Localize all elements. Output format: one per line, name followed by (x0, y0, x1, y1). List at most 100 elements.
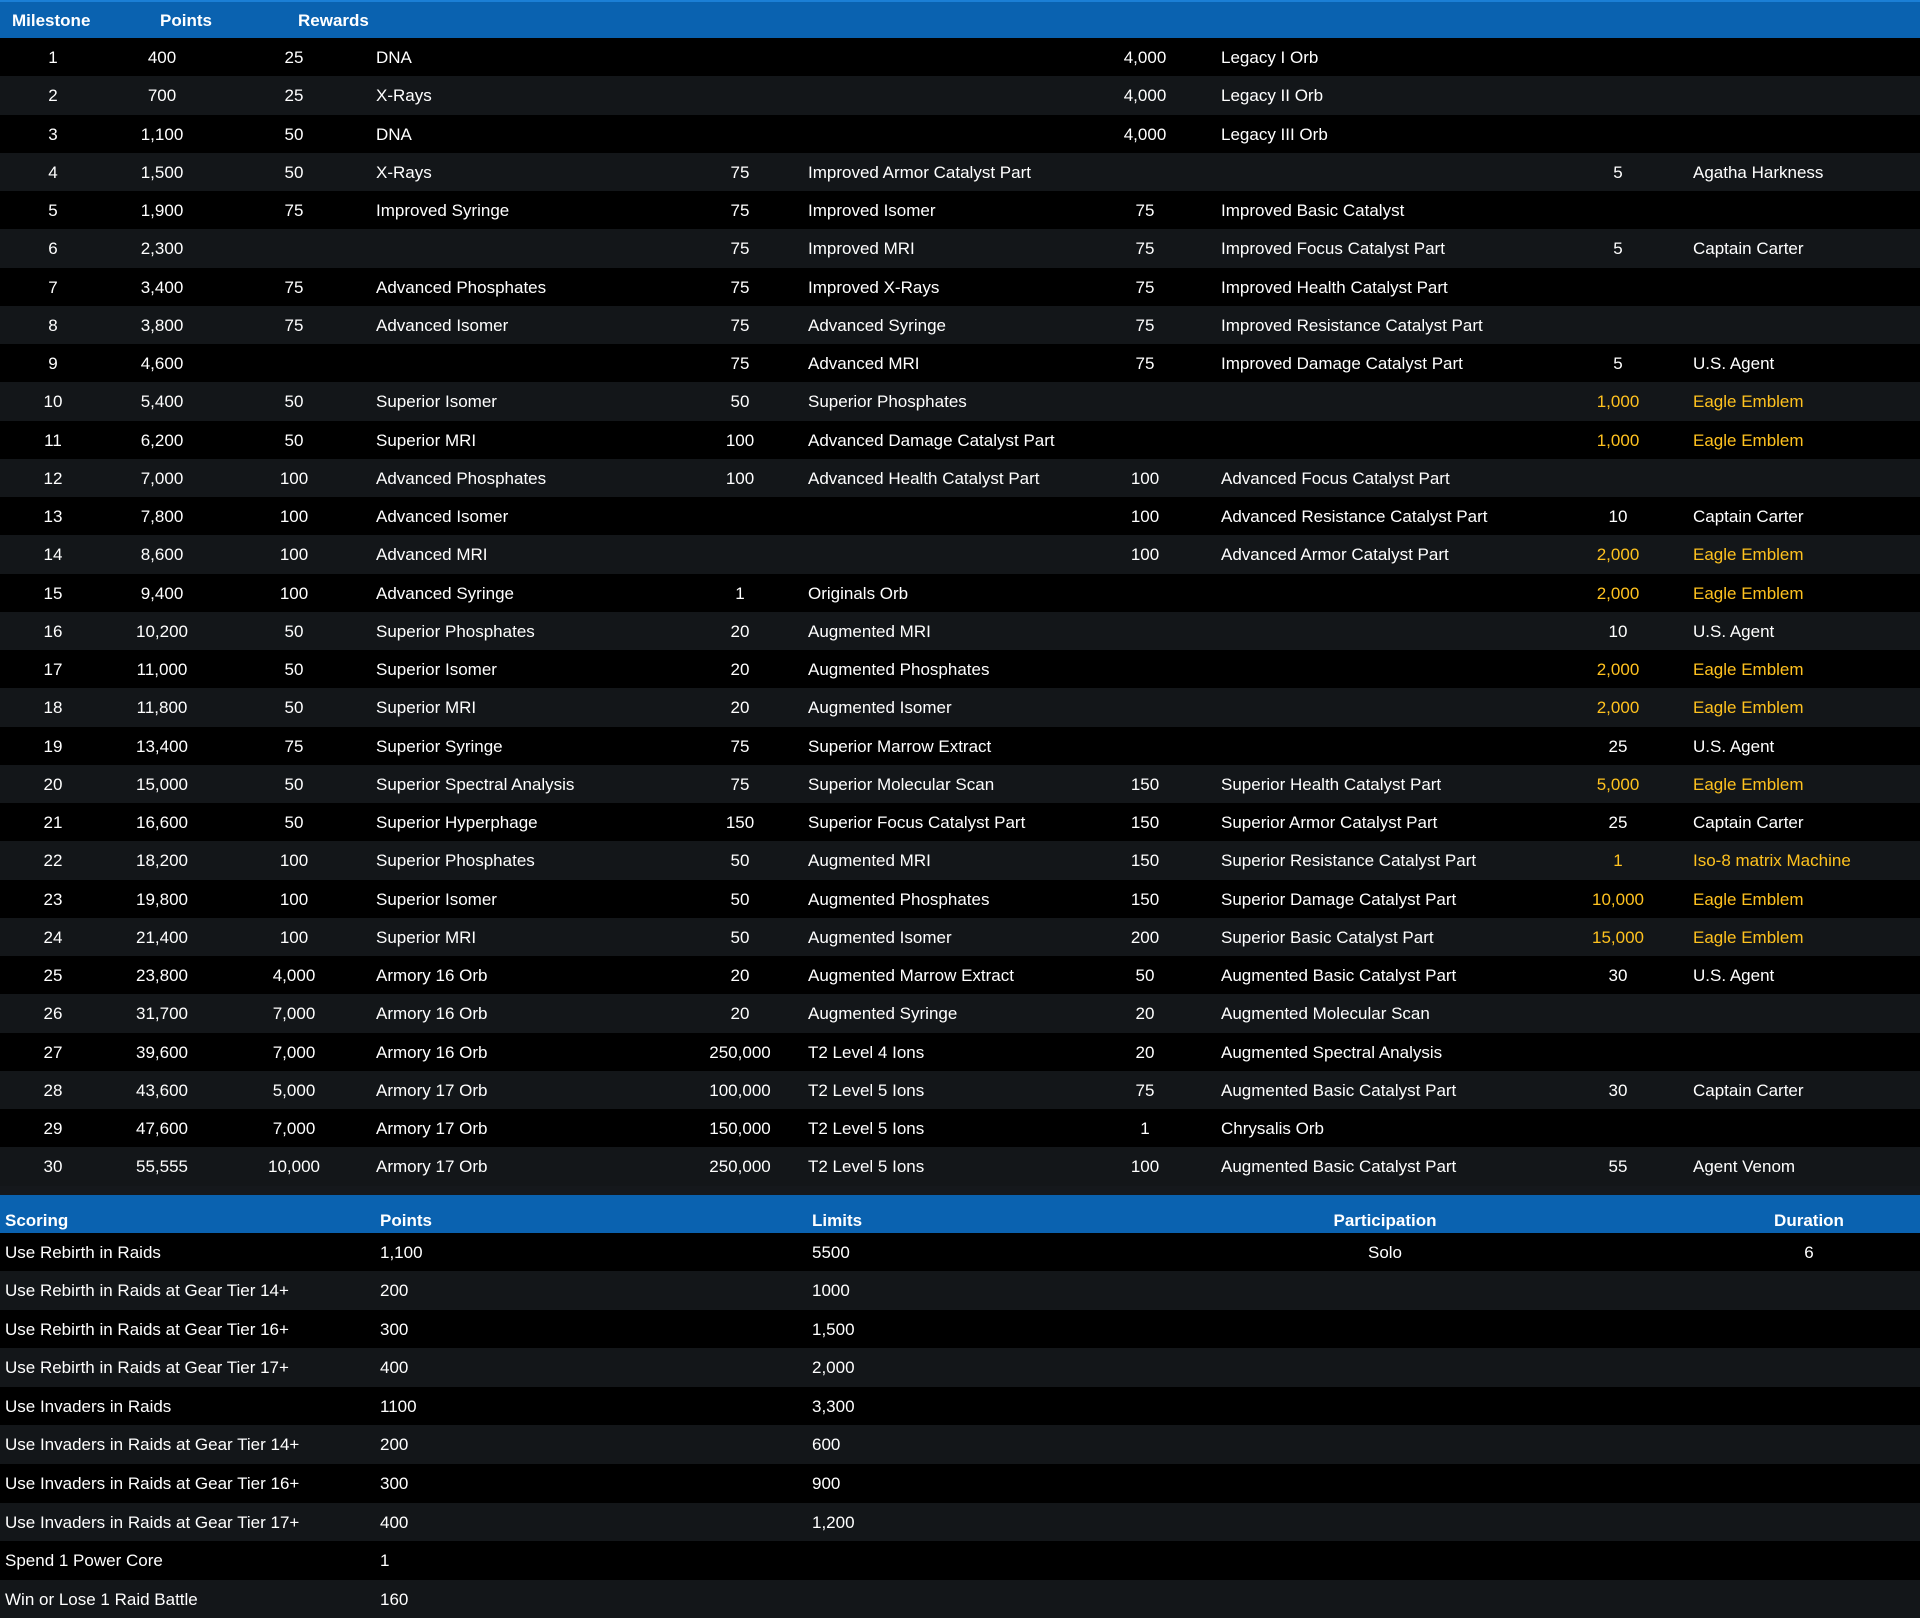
reward2-name: Improved X-Rays (808, 277, 940, 297)
reward4-name: Eagle Emblem (1693, 889, 1804, 909)
reward3-qty: 100 (1130, 507, 1160, 526)
reward3-qty: 200 (1130, 927, 1160, 947)
reward2-qty: 50 (730, 889, 750, 909)
reward2-name: Improved MRI (808, 239, 915, 259)
reward2-qty: 20 (730, 1004, 750, 1024)
header-participation: Participation (1333, 1210, 1437, 1230)
milestone-row: 27 39,600 7,000 Armory 16 Orb 250,000 T2 Leve… (0, 1032, 1920, 1071)
points: 8,600 (140, 545, 184, 565)
reward4-name: Agent Venom (1693, 1157, 1796, 1177)
milestone-row: 15 9,400 100 Advanced Syringe 1 Originals Orb… (0, 573, 1920, 612)
milestone: 18 (43, 698, 63, 718)
reward4-qty: 25 (1608, 813, 1628, 832)
scoring-action: Use Rebirth in Raids at Gear Tier 16+ (5, 1319, 289, 1339)
header-duration: Duration (1774, 1210, 1844, 1230)
reward1-name: Superior MRI (376, 430, 477, 450)
milestone: 23 (43, 889, 63, 909)
milestone: 9 (48, 354, 58, 373)
milestone: 11 (44, 430, 62, 450)
reward4-name: U.S. Agent (1693, 966, 1775, 985)
milestone: 19 (43, 736, 63, 756)
scoring-action: Use Invaders in Raids (5, 1396, 172, 1416)
reward3-name: Improved Resistance Catalyst Part (1221, 315, 1483, 335)
reward1-name: DNA (376, 124, 412, 144)
milestone: 30 (43, 1157, 63, 1177)
reward4-qty: 25 (1608, 736, 1628, 756)
scoring-limit: 2,000 (812, 1358, 855, 1378)
reward1-qty: 25 (284, 86, 304, 106)
milestone: 5 (48, 201, 58, 220)
reward4-qty: 5 (1613, 354, 1623, 373)
reward3-name: Improved Health Catalyst Part (1221, 277, 1448, 297)
reward4-name: Eagle Emblem (1693, 774, 1804, 794)
reward2-qty: 50 (730, 851, 750, 871)
reward3-qty: 4,000 (1123, 124, 1167, 144)
reward3-qty: 1 (1140, 1119, 1150, 1138)
reward2-name: Advanced Syringe (808, 315, 946, 335)
scoring-limit: 3,300 (812, 1396, 855, 1416)
reward2-name: Advanced MRI (808, 354, 920, 373)
scoring-points: 300 (380, 1474, 409, 1494)
milestone-row: 18 11,800 50 Superior MRI 20 Augmented Isomer… (0, 688, 1920, 727)
reward3-qty: 100 (1130, 1157, 1160, 1177)
scoring-points: 1,100 (380, 1242, 423, 1262)
reward1-qty: 100 (279, 468, 309, 488)
milestone-row: 7 3,400 75 Advanced Phosphates 75 Improved X-… (0, 267, 1920, 306)
reward2-name: Augmented MRI (808, 851, 931, 871)
reward1-qty: 4,000 (272, 966, 316, 985)
scoring-action: Use Rebirth in Raids at Gear Tier 17+ (5, 1358, 289, 1378)
points: 2,300 (140, 239, 184, 259)
reward4-name: U.S. Agent (1693, 736, 1775, 756)
reward2-qty: 100,000 (709, 1080, 771, 1100)
points: 43,600 (136, 1080, 188, 1100)
reward3-name: Augmented Spectral Analysis (1221, 1042, 1443, 1062)
scoring-body: Use Rebirth in Raids 1,100 5500 Solo 6 Use Re… (0, 1232, 1920, 1618)
scoring-row: Use Invaders in Raids at Gear Tier 17+ 40… (0, 1502, 1920, 1542)
points: 16,600 (136, 813, 188, 832)
reward4-qty: 15,000 (1592, 927, 1644, 947)
milestones-header: Milestone Points Rewards (0, 0, 1920, 38)
points: 13,400 (136, 736, 188, 756)
scoring-points: 300 (380, 1319, 409, 1339)
reward3-qty: 100 (1130, 545, 1160, 565)
reward4-name: Eagle Emblem (1693, 430, 1804, 450)
reward3-name: Superior Resistance Catalyst Part (1221, 851, 1477, 871)
scoring-action: Spend 1 Power Core (5, 1551, 163, 1571)
reward2-qty: 50 (730, 392, 750, 412)
reward4-qty: 5,000 (1596, 774, 1640, 794)
reward4-name: Captain Carter (1693, 507, 1804, 526)
reward1-qty: 100 (279, 507, 309, 526)
reward1-name: Armory 16 Orb (376, 1042, 488, 1062)
points: 9,400 (140, 583, 184, 603)
header-points: Points (380, 1210, 432, 1230)
points: 55,555 (136, 1157, 188, 1177)
reward1-name: Armory 17 Orb (376, 1080, 488, 1100)
milestone-row: 23 19,800 100 Superior Isomer 50 Augmented Ph… (0, 879, 1920, 918)
reward1-name: Superior MRI (376, 927, 477, 947)
milestone-row: 9 4,600 75 Advanced MRI 75 Improved Damage Ca… (0, 344, 1920, 383)
points: 39,600 (136, 1042, 188, 1062)
reward3-qty: 50 (1135, 966, 1155, 985)
reward2-name: T2 Level 5 Ions (808, 1119, 925, 1138)
points: 3,800 (140, 315, 184, 335)
reward1-name: Advanced MRI (376, 545, 488, 565)
reward4-name: Eagle Emblem (1693, 698, 1804, 718)
scoring-points: 200 (380, 1435, 409, 1455)
reward3-name: Superior Basic Catalyst Part (1221, 927, 1434, 947)
points: 31,700 (136, 1004, 188, 1024)
scoring-points: 400 (380, 1512, 409, 1532)
milestone: 15 (43, 583, 63, 603)
divider (0, 1185, 1920, 1195)
reward1-qty: 100 (279, 889, 309, 909)
milestone-row: 14 8,600 100 Advanced MRI 100 Advanced Armor … (0, 535, 1920, 574)
milestone-row: 19 13,400 75 Superior Syringe 75 Superior Mar… (0, 726, 1920, 765)
scoring-participation: Solo (1367, 1242, 1403, 1262)
reward2-qty: 250,000 (709, 1157, 771, 1177)
reward3-name: Legacy III Orb (1221, 124, 1328, 144)
reward1-name: Armory 17 Orb (376, 1157, 488, 1177)
reward1-name: Superior Phosphates (376, 851, 535, 871)
reward2-name: Augmented Phosphates (808, 660, 990, 679)
reward1-qty: 100 (279, 927, 309, 947)
reward3-name: Advanced Focus Catalyst Part (1221, 468, 1450, 488)
reward3-qty: 75 (1135, 201, 1155, 220)
